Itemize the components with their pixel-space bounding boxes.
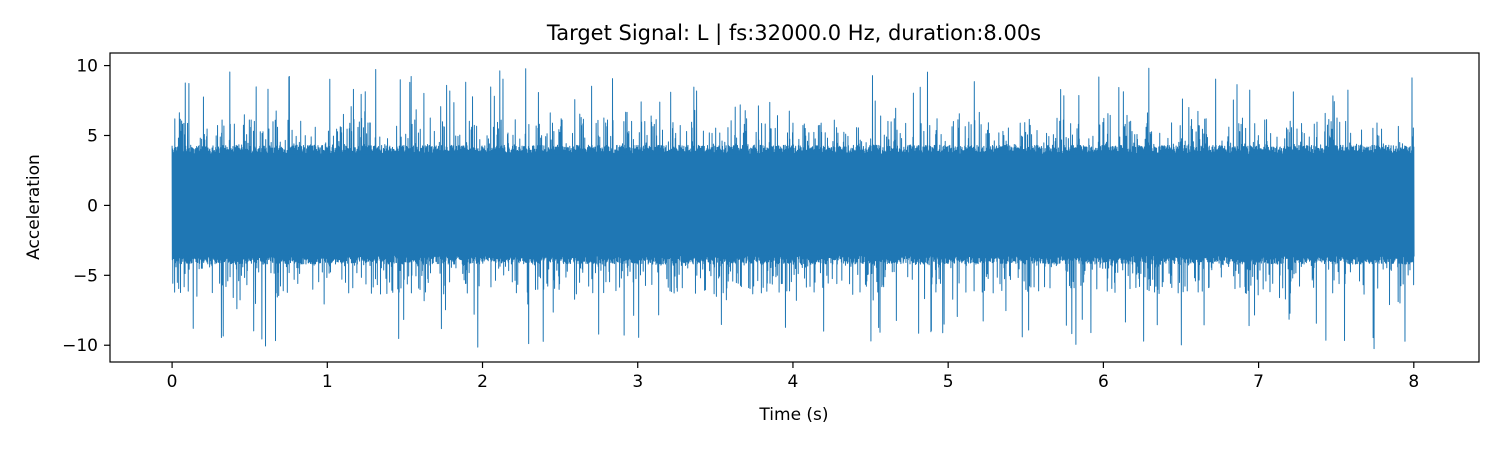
y-tick-label: 5 (87, 126, 98, 146)
y-axis-label: Acceleration (24, 154, 44, 260)
x-tick-label: 5 (943, 372, 954, 392)
x-tick-label: 7 (1253, 372, 1264, 392)
x-tick-label: 6 (1098, 372, 1109, 392)
y-tick-label: −10 (62, 336, 98, 356)
y-tick-label: 0 (87, 196, 98, 216)
series-dense-band (172, 154, 1414, 255)
waveform-series (172, 68, 1414, 348)
x-tick-label: 3 (632, 372, 643, 392)
x-axis: 0 1 2 3 4 5 6 7 8 (167, 362, 1420, 392)
x-axis-label: Time (s) (758, 405, 828, 425)
y-tick-label: 10 (76, 57, 98, 77)
x-tick-label: 8 (1408, 372, 1419, 392)
chart-title: Target Signal: L | fs:32000.0 Hz, durati… (546, 21, 1041, 46)
x-tick-label: 1 (322, 372, 333, 392)
x-tick-label: 2 (477, 372, 488, 392)
x-tick-label: 4 (788, 372, 799, 392)
x-tick-label: 0 (167, 372, 178, 392)
y-tick-label: −5 (73, 266, 98, 286)
plot-area (110, 53, 1479, 362)
y-axis: 10 5 0 −5 −10 (62, 57, 110, 357)
